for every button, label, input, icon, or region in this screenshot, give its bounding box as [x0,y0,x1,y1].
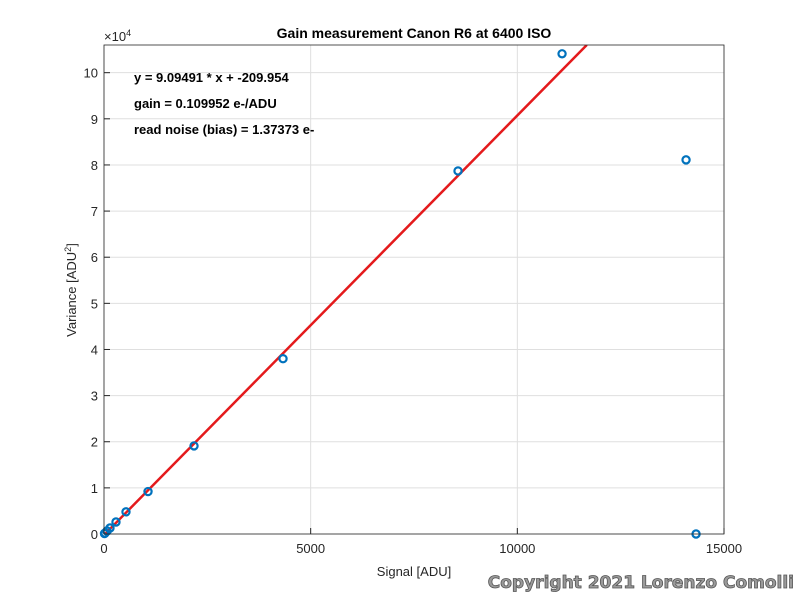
data-point [121,507,131,517]
fit-line [104,45,588,534]
y-label-sup: 2 [63,247,73,252]
x-tick-label: 15000 [706,541,742,556]
y-tick-label: 8 [91,158,98,173]
chart-title: Gain measurement Canon R6 at 6400 ISO [277,25,552,41]
x-tick-label: 5000 [296,541,325,556]
annotation: gain = 0.109952 e-/ADU [134,96,277,111]
y-multiplier-base: ×10 [104,29,126,44]
y-tick-label: 6 [91,250,98,265]
y-axis-label: Variance [ADU2] [63,243,79,337]
copyright: Copyright 2021 Lorenzo Comolli [488,573,794,593]
data-point [557,49,567,59]
y-multiplier-exp: 4 [126,28,131,38]
y-tick-label: 7 [91,204,98,219]
y-label-text: Variance [ADU [64,252,79,337]
data-point [453,166,463,176]
data-point [278,353,288,364]
y-label-end: ] [64,243,79,247]
plot-area [104,45,724,534]
x-tick-label: 0 [100,541,107,556]
y-tick-label: 10 [84,66,98,81]
data-point [105,523,115,533]
x-axis-label: Signal [ADU] [377,564,451,579]
annotation: read noise (bias) = 1.37373 e- [134,122,314,137]
y-tick-label: 2 [91,435,98,450]
y-multiplier: ×104 [104,28,131,44]
annotation: y = 9.09491 * x + -209.954 [134,70,289,85]
data-point [681,155,691,165]
data-point [143,486,153,497]
y-tick-label: 1 [91,481,98,496]
data-point [111,517,121,527]
y-tick-label: 9 [91,112,98,127]
y-tick-label: 5 [91,296,98,311]
y-tick-label: 4 [91,342,98,357]
data-point [189,441,199,451]
data-point [100,528,110,538]
y-tick-label: 3 [91,389,98,404]
x-tick-label: 10000 [499,541,535,556]
axes-box [103,44,725,535]
y-tick-label: 0 [91,527,98,542]
